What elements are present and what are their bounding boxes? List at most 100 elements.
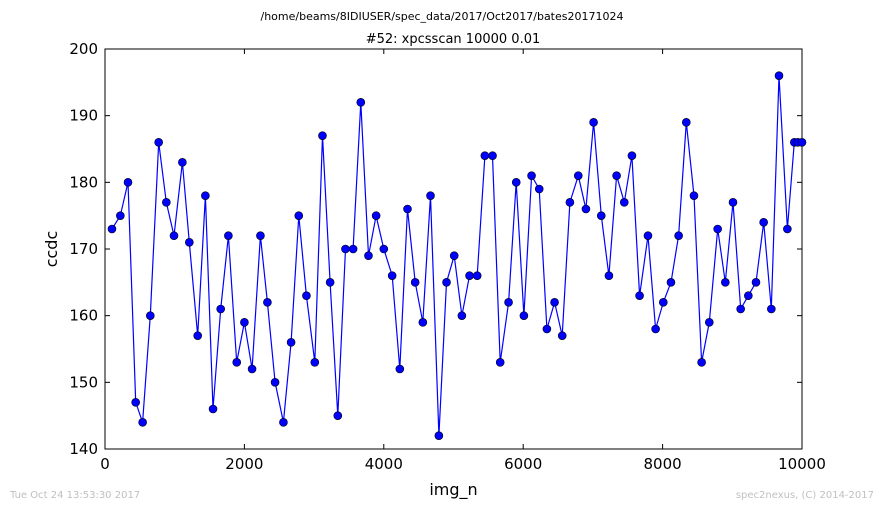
- plot-title: #52: xpcsscan 10000 0.01: [366, 32, 541, 47]
- data-point: [216, 304, 226, 314]
- y-tick-label: 140: [69, 440, 98, 458]
- data-point: [783, 224, 792, 234]
- footer-timestamp: Tue Oct 24 13:53:30 2017: [9, 490, 140, 501]
- data-point: [736, 304, 745, 314]
- data-point: [681, 118, 691, 127]
- data-point: [286, 338, 296, 347]
- data-point: [341, 244, 350, 254]
- data-point: [434, 431, 444, 440]
- y-tick-label: 180: [69, 173, 98, 191]
- data-point: [379, 244, 389, 254]
- data-point: [619, 198, 629, 207]
- file-path-title: /home/beams/8IDIUSER/spec_data/2017/Oct2…: [261, 10, 624, 23]
- data-point: [689, 191, 699, 200]
- data-point: [240, 318, 249, 327]
- data-point: [449, 251, 459, 260]
- data-series: [107, 71, 807, 440]
- y-axis-ticks: 140 150 160 170 180 190 200: [69, 40, 802, 458]
- data-point: [247, 364, 257, 374]
- data-point: [387, 271, 397, 280]
- data-point: [666, 278, 676, 287]
- data-point: [635, 291, 644, 300]
- data-point: [178, 158, 187, 167]
- y-tick-label: 200: [69, 40, 98, 58]
- data-point: [759, 218, 768, 227]
- data-point: [403, 204, 412, 214]
- data-point: [573, 171, 583, 180]
- data-point: [457, 311, 467, 320]
- data-point: [333, 411, 343, 420]
- data-point: [713, 224, 722, 234]
- data-point: [302, 291, 311, 300]
- data-point: [146, 311, 155, 320]
- data-point: [511, 178, 521, 187]
- data-point: [364, 251, 373, 260]
- data-point: [581, 204, 591, 214]
- data-point: [263, 298, 272, 307]
- data-point: [442, 278, 451, 287]
- data-point: [371, 211, 381, 220]
- data-point: [542, 324, 552, 334]
- data-point: [356, 98, 366, 107]
- y-axis-label: ccdc: [42, 231, 61, 268]
- data-point: [534, 184, 544, 194]
- data-point: [154, 138, 163, 147]
- data-point: [116, 211, 125, 220]
- data-point: [721, 278, 730, 287]
- data-point: [596, 211, 606, 220]
- data-point: [557, 331, 567, 340]
- x-axis-ticks: 0 2000 4000 6000 8000 10000: [100, 49, 826, 473]
- footer-credit: spec2nexus, (C) 2014-2017: [736, 490, 874, 501]
- data-point: [138, 418, 147, 427]
- data-point: [418, 318, 428, 327]
- data-point: [185, 238, 194, 247]
- data-point: [294, 211, 304, 220]
- data-point: [201, 191, 210, 200]
- x-axis-label: img_n: [429, 480, 477, 500]
- data-point: [256, 231, 265, 240]
- data-point: [704, 318, 714, 327]
- data-point: [279, 418, 288, 427]
- data-point: [612, 171, 621, 180]
- data-point: [651, 324, 660, 334]
- data-point: [395, 364, 405, 374]
- data-point: [697, 358, 706, 367]
- x-tick-label: 2000: [225, 455, 263, 473]
- data-point: [107, 224, 117, 234]
- data-point: [589, 118, 598, 127]
- data-point: [318, 131, 327, 140]
- data-point: [744, 291, 753, 300]
- data-point: [488, 151, 497, 160]
- data-point: [270, 378, 280, 387]
- data-point: [410, 278, 420, 287]
- data-point: [643, 231, 653, 240]
- data-point: [472, 271, 482, 280]
- data-point: [767, 304, 776, 314]
- data-point: [565, 198, 575, 207]
- data-point: [774, 71, 784, 80]
- data-point: [224, 231, 233, 240]
- data-point: [627, 151, 637, 160]
- data-point: [325, 278, 335, 287]
- data-point: [550, 298, 559, 307]
- data-point: [208, 404, 218, 414]
- data-point: [480, 151, 490, 160]
- data-point: [674, 231, 683, 240]
- data-point: [232, 358, 242, 367]
- x-tick-label: 8000: [644, 455, 682, 473]
- x-tick-label: 6000: [504, 455, 542, 473]
- y-tick-label: 170: [69, 240, 98, 258]
- data-point: [123, 178, 133, 187]
- data-point: [310, 358, 320, 367]
- x-tick-label: 0: [100, 455, 110, 473]
- plot-area-frame: [104, 48, 803, 450]
- data-point: [465, 271, 474, 280]
- data-point: [519, 311, 529, 320]
- data-point: [604, 271, 614, 280]
- data-point: [658, 298, 668, 307]
- data-point: [751, 278, 761, 287]
- data-point: [348, 244, 358, 254]
- y-tick-label: 150: [69, 373, 98, 391]
